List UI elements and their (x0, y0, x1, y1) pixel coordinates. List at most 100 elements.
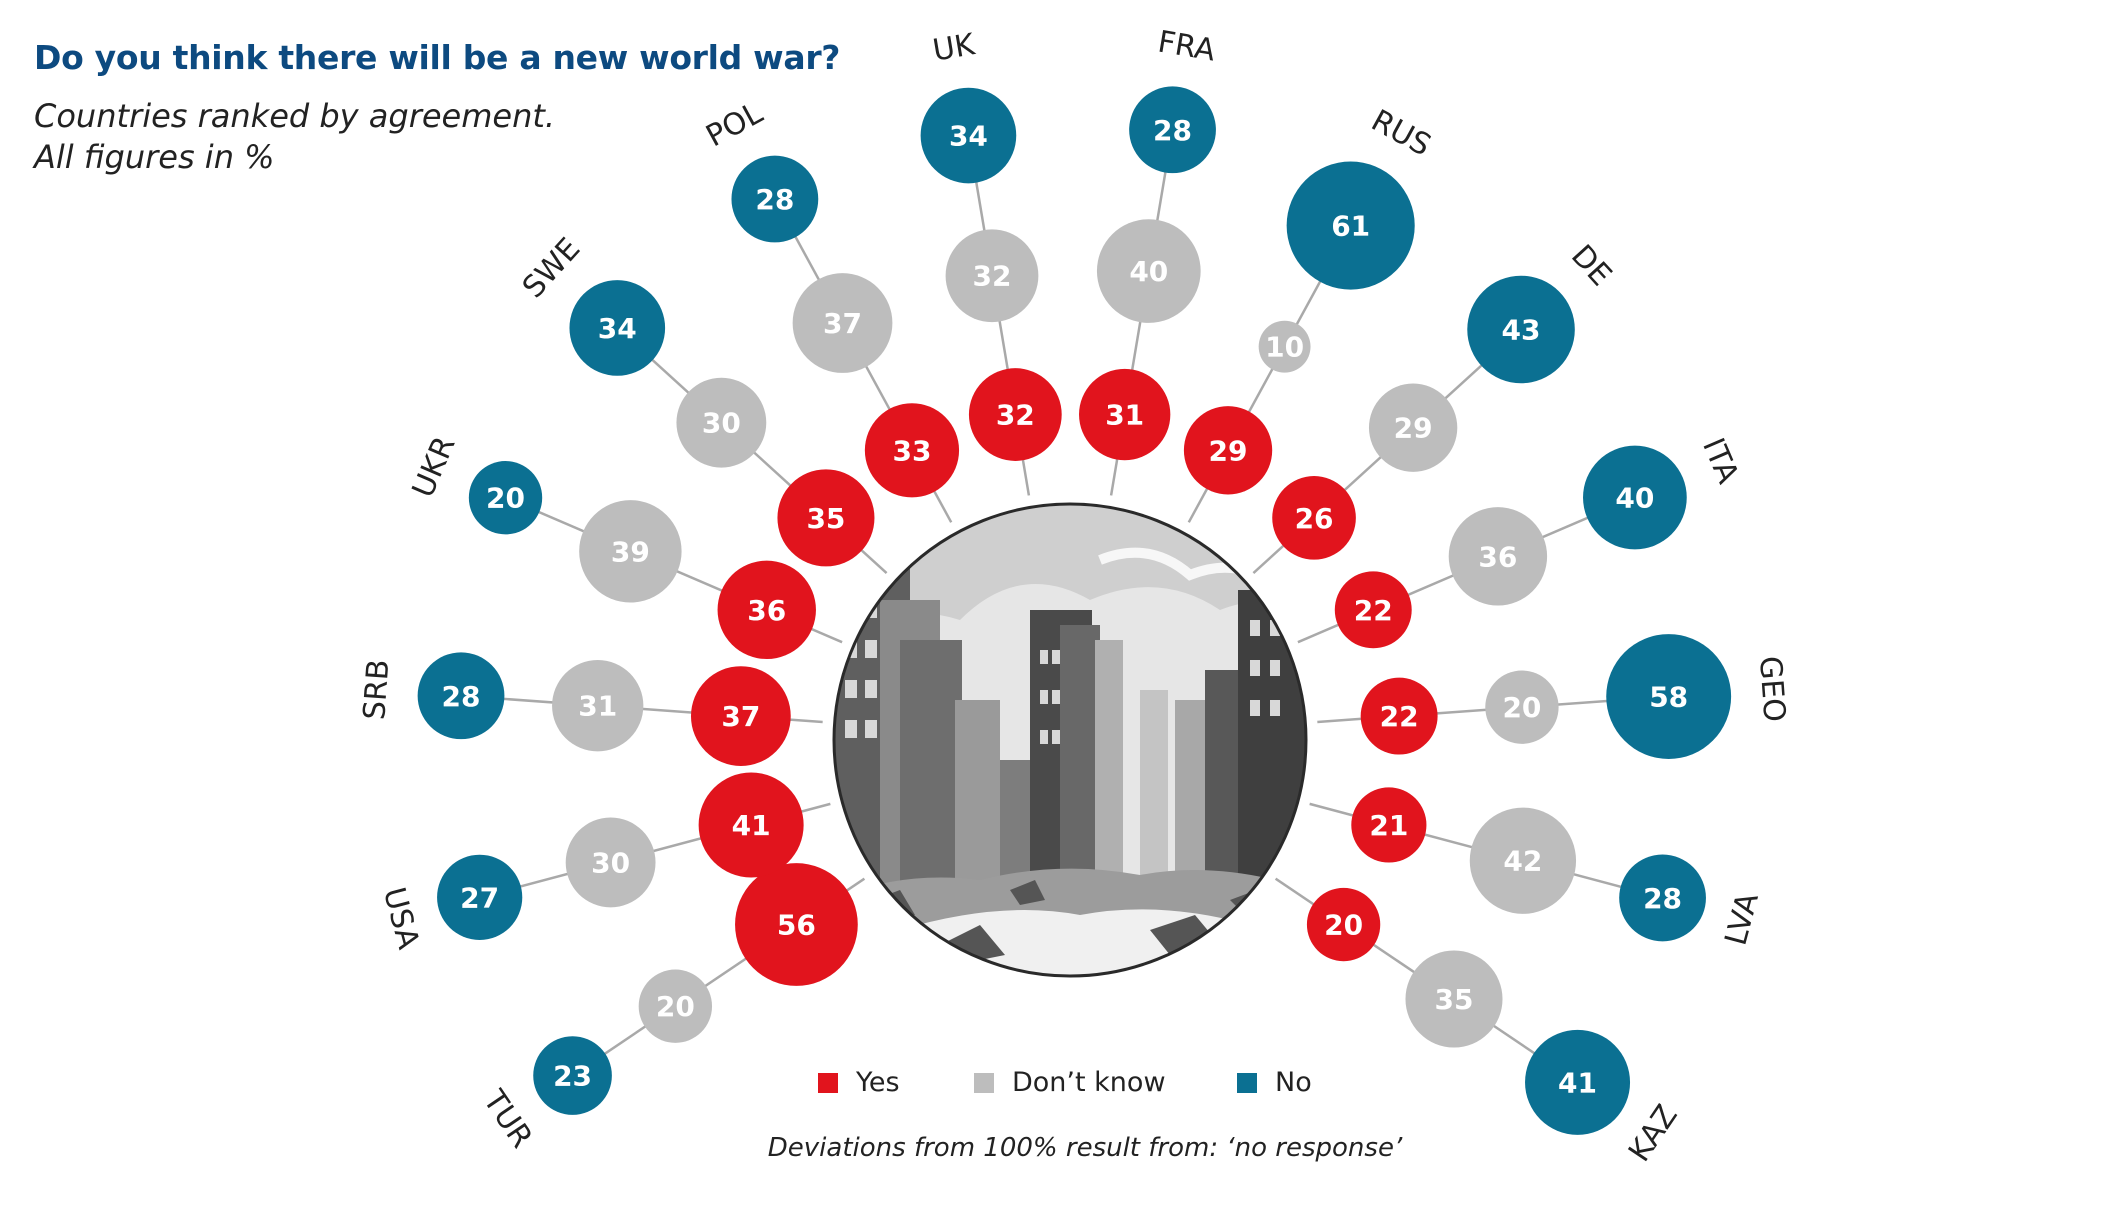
bubble-dont-know-usa (565, 817, 656, 908)
legend-item-no: No (1237, 1067, 1312, 1098)
bubble-yes-fra (1079, 368, 1171, 461)
data-label-yes-usa: 41 (732, 809, 771, 842)
bubble-dont-know-geo (1485, 670, 1559, 744)
bubble-no-geo (1606, 634, 1732, 759)
country-label-srb: SRB (357, 658, 396, 721)
data-label-no-de: 43 (1502, 313, 1541, 346)
bubble-dont-know-pol (792, 273, 893, 373)
bubble-no-rus (1286, 161, 1415, 290)
bubble-yes-lva (1351, 787, 1427, 863)
data-label-yes-tur: 56 (777, 909, 816, 942)
legend-swatch-no (1237, 1072, 1257, 1093)
data-label-yes-pol: 33 (892, 434, 931, 467)
data-label-dont-know-ita: 36 (1478, 540, 1517, 573)
bubble-no-lva (1619, 854, 1706, 942)
bubble-dont-know-lva (1469, 807, 1577, 914)
data-label-dont-know-geo: 20 (1502, 691, 1541, 724)
bubble-no-usa (437, 854, 523, 940)
bubble-no-swe (569, 280, 666, 376)
data-label-no-ita: 40 (1615, 482, 1654, 515)
data-label-dont-know-de: 29 (1394, 412, 1433, 445)
data-label-dont-know-pol: 37 (823, 307, 862, 340)
bubble-dont-know-ita (1448, 507, 1548, 606)
country-label-geo: GEO (1752, 655, 1792, 723)
data-label-yes-kaz: 20 (1324, 909, 1363, 942)
country-label-rus: RUS (1365, 103, 1436, 163)
bubble-dont-know-uk (945, 229, 1039, 323)
bubble-yes-pol (864, 403, 960, 498)
bubble-yes-kaz (1306, 887, 1381, 962)
data-label-yes-uk: 32 (996, 399, 1035, 432)
legend-label-dont-know: Don’t know (1012, 1067, 1166, 1098)
bubble-dont-know-de (1368, 383, 1458, 472)
data-label-dont-know-rus: 10 (1265, 331, 1304, 364)
bubble-no-tur (533, 1036, 612, 1115)
data-label-dont-know-lva: 42 (1503, 845, 1542, 878)
data-label-dont-know-usa: 30 (591, 846, 630, 879)
chart-title: Do you think there will be a new world w… (34, 38, 841, 77)
bubble-yes-de (1272, 476, 1356, 560)
legend-label-no: No (1275, 1067, 1312, 1098)
country-label-swe: SWE (516, 231, 587, 305)
country-label-lva: LVA (1719, 889, 1766, 949)
data-label-no-kaz: 41 (1558, 1066, 1597, 1099)
data-label-no-swe: 34 (598, 312, 637, 345)
data-label-yes-geo: 22 (1380, 700, 1419, 733)
bubble-yes-srb (690, 666, 791, 766)
data-label-no-ukr: 20 (486, 482, 525, 515)
country-label-fra: FRA (1155, 25, 1218, 69)
legend-label-yes: Yes (856, 1067, 900, 1098)
data-label-yes-ita: 22 (1354, 594, 1393, 627)
bubble-dont-know-fra (1096, 219, 1201, 323)
data-label-dont-know-tur: 20 (656, 990, 695, 1023)
bubble-dont-know-srb (552, 660, 644, 752)
bubble-dont-know-rus (1258, 320, 1311, 373)
legend-swatch-yes (818, 1072, 838, 1093)
bubble-yes-swe (777, 469, 875, 567)
bubble-dont-know-ukr (579, 500, 682, 603)
bubble-yes-geo (1360, 677, 1438, 755)
chart-subtitle: Countries ranked by agreement. All figur… (34, 96, 555, 178)
legend-swatch-dont-know (974, 1072, 994, 1093)
data-label-yes-rus: 29 (1209, 434, 1248, 467)
data-label-yes-fra: 31 (1105, 399, 1144, 432)
country-label-pol: POL (700, 95, 768, 154)
bubble-no-fra (1129, 86, 1216, 174)
data-label-dont-know-uk: 32 (973, 260, 1012, 293)
country-label-ita: ITA (1695, 433, 1745, 489)
data-label-no-geo: 58 (1649, 681, 1688, 714)
subtitle-line-2: All figures in % (34, 138, 275, 176)
destroyed-city-illustration (834, 504, 1306, 976)
data-label-no-srb: 28 (442, 680, 481, 713)
data-label-no-usa: 27 (460, 881, 499, 914)
country-label-uk: UK (930, 27, 978, 69)
bubble-no-de (1467, 275, 1575, 384)
bubble-dont-know-tur (638, 969, 713, 1043)
bubble-yes-ukr (717, 560, 816, 660)
legend-item-dont-know: Don’t know (974, 1067, 1166, 1098)
bubble-no-ukr (468, 461, 543, 535)
data-label-yes-ukr: 36 (747, 594, 786, 627)
legend-item-yes: Yes (818, 1067, 900, 1098)
bubble-yes-tur (735, 863, 858, 986)
data-label-no-pol: 28 (755, 183, 794, 216)
data-label-dont-know-ukr: 39 (611, 535, 650, 568)
bubble-no-uk (920, 87, 1017, 184)
data-label-dont-know-srb: 31 (578, 690, 617, 723)
data-label-yes-lva: 21 (1369, 809, 1408, 842)
bubble-yes-usa (698, 772, 804, 878)
data-label-yes-srb: 37 (721, 700, 760, 733)
bubble-no-pol (731, 155, 819, 243)
bubble-yes-ita (1334, 571, 1412, 649)
subtitle-line-1: Countries ranked by agreement. (34, 97, 556, 135)
bubble-dont-know-swe (676, 377, 767, 468)
country-label-de: DE (1564, 238, 1618, 293)
data-label-yes-swe: 35 (806, 502, 845, 535)
data-label-yes-de: 26 (1295, 502, 1334, 535)
data-label-no-lva: 28 (1643, 882, 1682, 915)
data-label-dont-know-swe: 30 (702, 407, 741, 440)
footnote: Deviations from 100% result from: ‘no re… (767, 1133, 1403, 1163)
bubble-yes-rus (1183, 406, 1273, 495)
bubble-no-ita (1583, 445, 1687, 550)
